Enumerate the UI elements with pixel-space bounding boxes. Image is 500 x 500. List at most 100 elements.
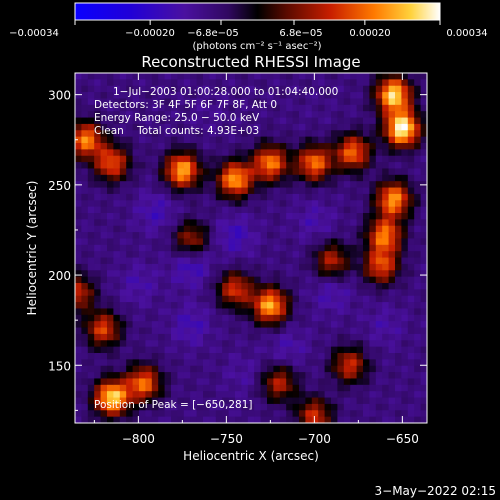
heatmap-cell bbox=[126, 174, 134, 182]
heatmap-cell bbox=[414, 346, 422, 354]
heatmap-cell bbox=[407, 206, 415, 214]
heatmap-cell bbox=[113, 384, 121, 392]
heatmap-cell bbox=[267, 73, 274, 80]
heatmap-cell bbox=[119, 289, 127, 297]
heatmap-cell bbox=[126, 289, 134, 297]
heatmap-cell bbox=[113, 238, 121, 246]
heatmap-cell bbox=[190, 289, 198, 297]
heatmap-cell bbox=[100, 123, 108, 131]
heatmap-cell bbox=[267, 219, 274, 227]
heatmap-cell bbox=[113, 257, 121, 265]
heatmap-cell bbox=[267, 327, 274, 335]
heatmap-cell bbox=[254, 270, 262, 278]
heatmap-cell bbox=[273, 359, 281, 367]
heatmap-cell bbox=[107, 225, 114, 233]
heatmap-cell bbox=[228, 200, 236, 208]
heatmap-cell bbox=[87, 232, 95, 240]
heatmap-cell bbox=[369, 378, 377, 386]
heatmap-cell bbox=[369, 232, 377, 240]
heatmap-cell bbox=[299, 289, 306, 297]
heatmap-cell bbox=[158, 155, 166, 163]
heatmap-cell bbox=[183, 200, 191, 208]
heatmap-cell bbox=[235, 333, 242, 341]
heatmap-cell bbox=[113, 333, 121, 341]
heatmap-cell bbox=[318, 200, 326, 208]
heatmap-cell bbox=[311, 302, 319, 310]
heatmap-cell bbox=[94, 308, 102, 316]
heatmap-cell bbox=[81, 79, 89, 87]
heatmap-cell bbox=[311, 359, 319, 367]
heatmap-cell bbox=[311, 187, 319, 195]
heatmap-cell bbox=[215, 117, 223, 125]
heatmap-cell bbox=[395, 193, 402, 201]
heatmap-cell bbox=[203, 232, 210, 240]
heatmap-cell bbox=[164, 225, 172, 233]
heatmap-cell bbox=[337, 333, 345, 341]
heatmap-cell bbox=[311, 353, 319, 360]
heatmap-cell bbox=[407, 193, 415, 201]
heatmap-cell bbox=[235, 219, 242, 227]
heatmap-cell bbox=[203, 289, 210, 297]
heatmap-cell bbox=[407, 378, 415, 386]
heatmap-cell bbox=[241, 397, 249, 405]
heatmap-cell bbox=[196, 73, 204, 80]
heatmap-cell bbox=[350, 397, 358, 405]
heatmap-cell bbox=[94, 174, 102, 182]
heatmap-cell bbox=[196, 384, 204, 392]
heatmap-cell bbox=[75, 149, 82, 157]
heatmap-cell bbox=[190, 270, 198, 278]
heatmap-cell bbox=[228, 397, 236, 405]
heatmap-cell bbox=[401, 308, 409, 316]
heatmap-cell bbox=[87, 117, 95, 125]
heatmap-cell bbox=[241, 213, 249, 220]
heatmap-cell bbox=[324, 162, 332, 170]
heatmap-cell bbox=[171, 123, 178, 131]
heatmap-cell bbox=[203, 187, 210, 195]
heatmap-cell bbox=[420, 123, 427, 131]
heatmap-cell bbox=[343, 378, 351, 386]
colorbar-tick-label-neg-small: −6.8e−05 bbox=[187, 28, 239, 39]
heatmap-cell bbox=[171, 225, 178, 233]
heatmap-cell bbox=[299, 130, 306, 138]
heatmap-cell bbox=[215, 200, 223, 208]
heatmap-cell bbox=[350, 353, 358, 360]
heatmap-cell bbox=[337, 410, 345, 418]
heatmap-cell bbox=[369, 162, 377, 170]
heatmap-cell bbox=[254, 308, 262, 316]
heatmap-cell bbox=[228, 359, 236, 367]
heatmap-cell bbox=[254, 206, 262, 214]
heatmap-cell bbox=[75, 314, 82, 322]
heatmap-cell bbox=[228, 410, 236, 418]
heatmap-cell bbox=[337, 219, 345, 227]
heatmap-cell bbox=[235, 391, 242, 399]
heatmap-cell bbox=[126, 244, 134, 252]
heatmap-cell bbox=[350, 98, 358, 106]
heatmap-cell bbox=[196, 276, 204, 284]
heatmap-cell bbox=[75, 123, 82, 131]
heatmap-cell bbox=[151, 314, 159, 322]
heatmap-cell bbox=[94, 238, 102, 246]
heatmap-cell bbox=[75, 333, 82, 341]
heatmap-cell bbox=[337, 289, 345, 297]
heatmap-cell bbox=[190, 391, 198, 399]
heatmap-cell bbox=[324, 391, 332, 399]
heatmap-cell bbox=[100, 302, 108, 310]
heatmap-cell bbox=[145, 193, 153, 201]
heatmap-cell bbox=[375, 111, 383, 119]
heatmap-cell bbox=[388, 378, 396, 386]
heatmap-cell bbox=[183, 238, 191, 246]
heatmap-cell bbox=[420, 213, 427, 220]
heatmap-cell bbox=[209, 104, 217, 112]
heatmap-cell bbox=[292, 302, 300, 310]
heatmap-cell bbox=[235, 232, 242, 240]
heatmap-cell bbox=[343, 244, 351, 252]
heatmap-cell bbox=[228, 130, 236, 138]
heatmap-cell bbox=[311, 238, 319, 246]
heatmap-cell bbox=[139, 276, 146, 284]
heatmap-cell bbox=[203, 365, 210, 373]
heatmap-cell bbox=[305, 213, 313, 220]
heatmap-cell bbox=[356, 238, 364, 246]
heatmap-cell bbox=[81, 168, 89, 176]
heatmap-cell bbox=[260, 104, 268, 112]
heatmap-cell bbox=[324, 410, 332, 418]
